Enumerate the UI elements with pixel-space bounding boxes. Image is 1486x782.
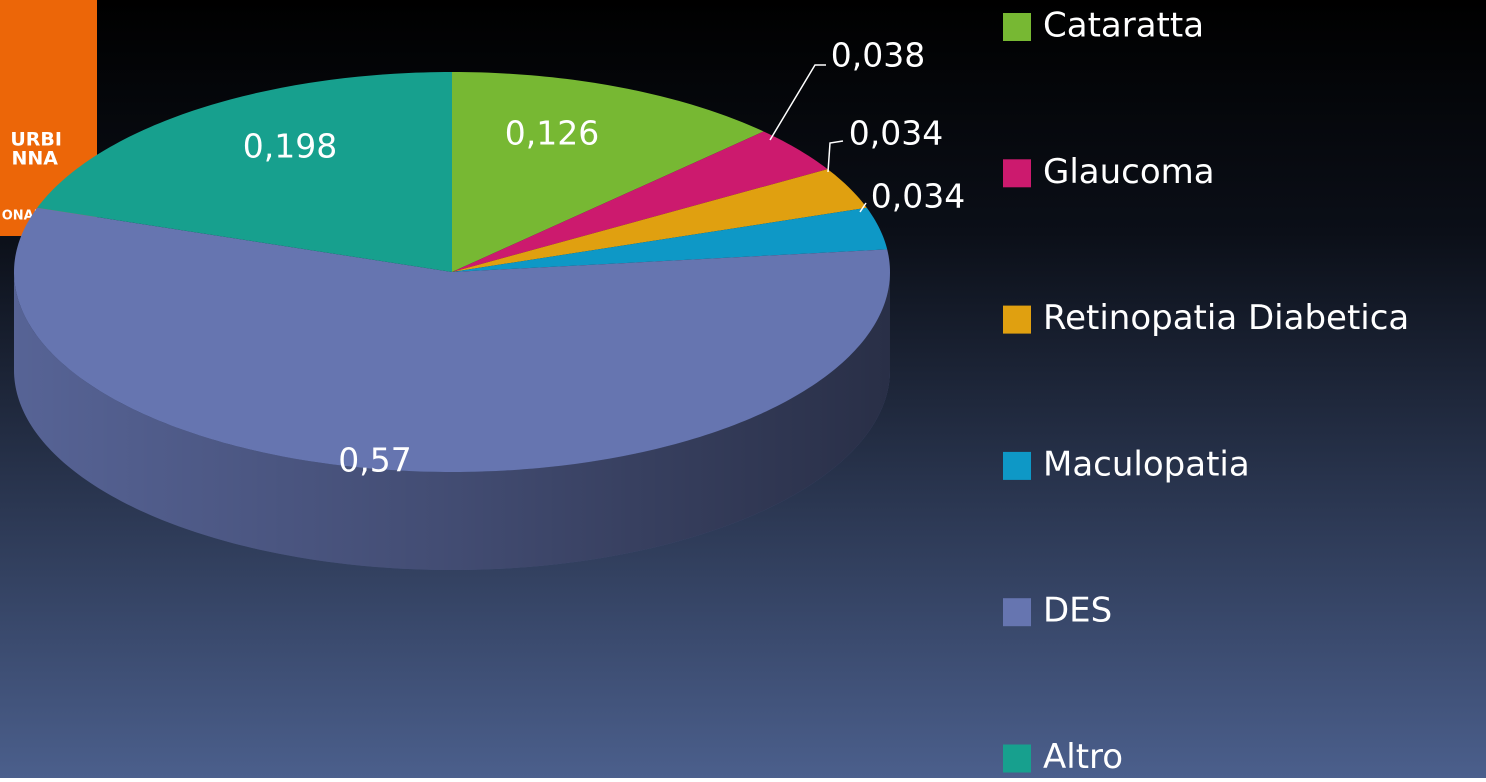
- legend-swatch: [1003, 13, 1031, 41]
- logo-text: NNA: [11, 148, 58, 170]
- legend-swatch: [1003, 598, 1031, 627]
- legend-swatch: [1003, 451, 1031, 480]
- slice: [452, 72, 764, 272]
- legend-swatch: [1003, 744, 1031, 773]
- slice: [14, 207, 890, 472]
- legend-label: DES: [1043, 591, 1112, 631]
- legend-label: Maculopatia: [1043, 444, 1250, 484]
- legend: Cataratta Glaucoma Retinopatia Diabetica Ma…: [1003, 6, 1409, 777]
- data-label: 0,034: [849, 114, 943, 153]
- legend-label: Glaucoma: [1043, 152, 1215, 192]
- data-label: 0,126: [505, 114, 599, 153]
- slice: [452, 131, 828, 272]
- legend-label: Retinopatia Diabetica: [1043, 298, 1409, 338]
- legend-swatch: [1003, 159, 1031, 188]
- slice: [452, 207, 888, 272]
- slice: [452, 169, 867, 272]
- legend-label: Altro: [1043, 737, 1123, 777]
- legend-label: Cataratta: [1043, 6, 1204, 46]
- legend-swatch: [1003, 305, 1031, 334]
- logo-text: URBI: [10, 129, 62, 151]
- data-label: 0,038: [831, 36, 925, 75]
- slice: [37, 72, 452, 272]
- leader-line: [769, 64, 826, 141]
- leader-line: [827, 140, 844, 173]
- data-label: 0,034: [871, 177, 965, 216]
- pie: 0,126 0,038 0,034 0,034 0,57 0,198: [14, 36, 965, 570]
- slice-side-shade: [14, 272, 890, 570]
- leader-line: [859, 202, 867, 213]
- data-label: 0,57: [338, 441, 411, 480]
- data-label: 0,198: [243, 127, 337, 166]
